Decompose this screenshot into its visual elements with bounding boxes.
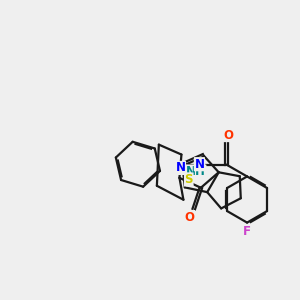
Text: F: F: [243, 225, 251, 238]
Text: NH: NH: [186, 165, 206, 178]
Text: N: N: [194, 158, 204, 171]
Text: N: N: [176, 161, 185, 174]
Text: O: O: [185, 211, 195, 224]
Text: O: O: [224, 129, 233, 142]
Text: S: S: [184, 173, 193, 186]
